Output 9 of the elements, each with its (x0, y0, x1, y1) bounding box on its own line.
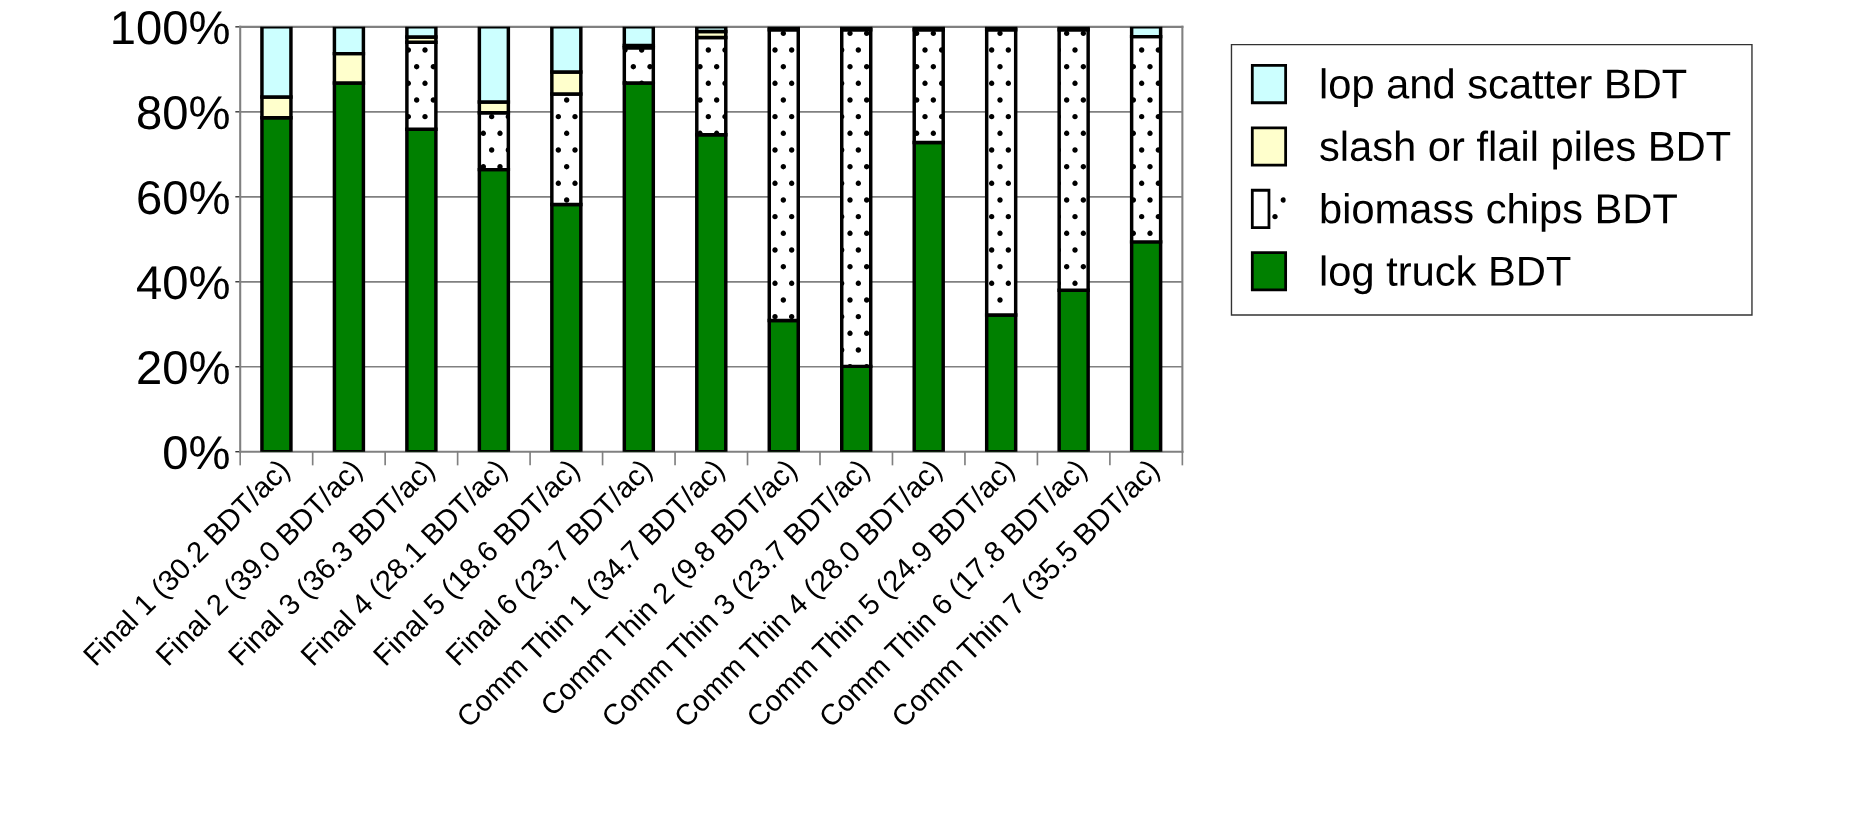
y-tick-label: 20% (138, 350, 229, 385)
legend-label: log truck BDT (1321, 255, 1571, 295)
y-tick-label: 80% (138, 95, 229, 130)
legend-label: lop and scatter BDT (1321, 68, 1687, 108)
y-tick-label: 60% (138, 180, 229, 215)
y-tick-label: 40% (137, 265, 229, 300)
legend-label: slash or flail piles BDT (1320, 130, 1731, 170)
y-tick-label: 100% (113, 11, 229, 45)
legend-label: biomass chips BDT (1321, 192, 1677, 232)
